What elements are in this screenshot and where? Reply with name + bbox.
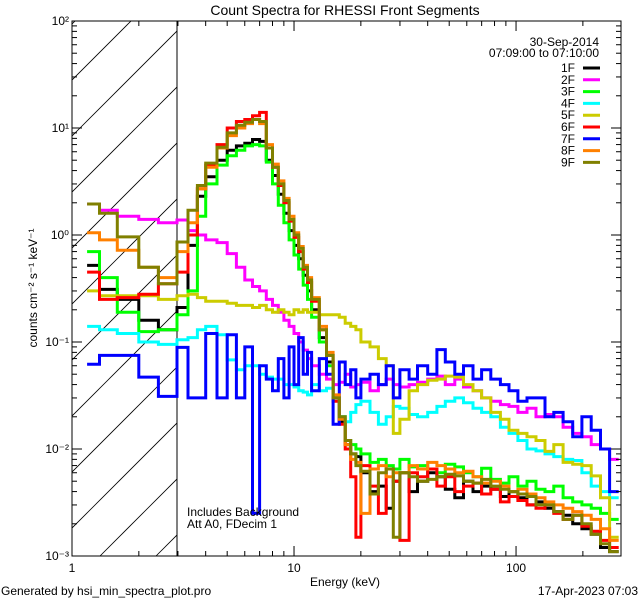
x-tick-label: 10 <box>287 561 301 575</box>
x-tick-label: 1 <box>69 561 76 575</box>
hatch-line <box>72 366 177 473</box>
y-tick-label: 10⁻¹ <box>45 335 69 349</box>
annotation-background: Includes Background <box>187 505 299 519</box>
hatch-line <box>72 86 177 193</box>
legend-label-9F: 9F <box>561 155 575 169</box>
series-9F <box>87 118 619 554</box>
y-tick-label: 10⁻³ <box>45 549 69 563</box>
y-tick-label: 10¹ <box>52 121 69 135</box>
hatch-line <box>72 198 177 305</box>
legend-label-6F: 6F <box>561 120 575 134</box>
hatch-line <box>72 254 177 361</box>
time-range-label: 07:09:00 to 07:10:00 <box>489 46 599 60</box>
date-label: 30-Sep-2014 <box>530 35 600 49</box>
footer-generator: Generated by hsi_min_spectra_plot.pro <box>1 584 211 598</box>
x-tick-label: 100 <box>506 561 526 575</box>
legend-label-2F: 2F <box>561 73 575 87</box>
annotation-attenuator: Att A0, FDecim 1 <box>187 517 277 531</box>
series-2F <box>87 202 619 461</box>
plot-frame <box>71 20 622 557</box>
footer-timestamp: 17-Apr-2023 07:03 <box>538 584 638 598</box>
y-tick-label: 10⁻² <box>45 442 69 456</box>
y-tick-label: 10² <box>52 14 69 28</box>
series-6F <box>87 110 619 549</box>
legend-label-1F: 1F <box>561 61 575 75</box>
hatch-line <box>72 21 76 25</box>
series-4F <box>87 324 619 500</box>
y-tick-label: 10⁰ <box>51 228 69 242</box>
axis-ticks: 1 10 100 10⁻³ 10⁻² 10⁻¹ 10⁰ 10¹ 10² <box>45 14 621 575</box>
y-axis-label: counts cm⁻² s⁻¹ keV⁻¹ <box>26 228 40 347</box>
series-7F <box>87 332 619 515</box>
excluded-region-hatch <box>72 0 640 556</box>
hatch-line <box>212 0 640 556</box>
x-axis-label: Energy (keV) <box>310 575 380 589</box>
legend-label-3F: 3F <box>561 85 575 99</box>
series-3F <box>87 143 619 521</box>
hatch-line <box>72 21 132 81</box>
series-group <box>87 110 619 554</box>
legend-label-4F: 4F <box>561 96 575 110</box>
hatch-line <box>72 422 177 529</box>
chart-title: Count Spectra for RHESSI Front Segments <box>210 2 479 18</box>
legend-label-8F: 8F <box>561 144 575 158</box>
hatch-line <box>72 30 177 137</box>
series-5F <box>87 289 619 539</box>
legend-label-5F: 5F <box>561 108 575 122</box>
legend-label-7F: 7F <box>561 132 575 146</box>
